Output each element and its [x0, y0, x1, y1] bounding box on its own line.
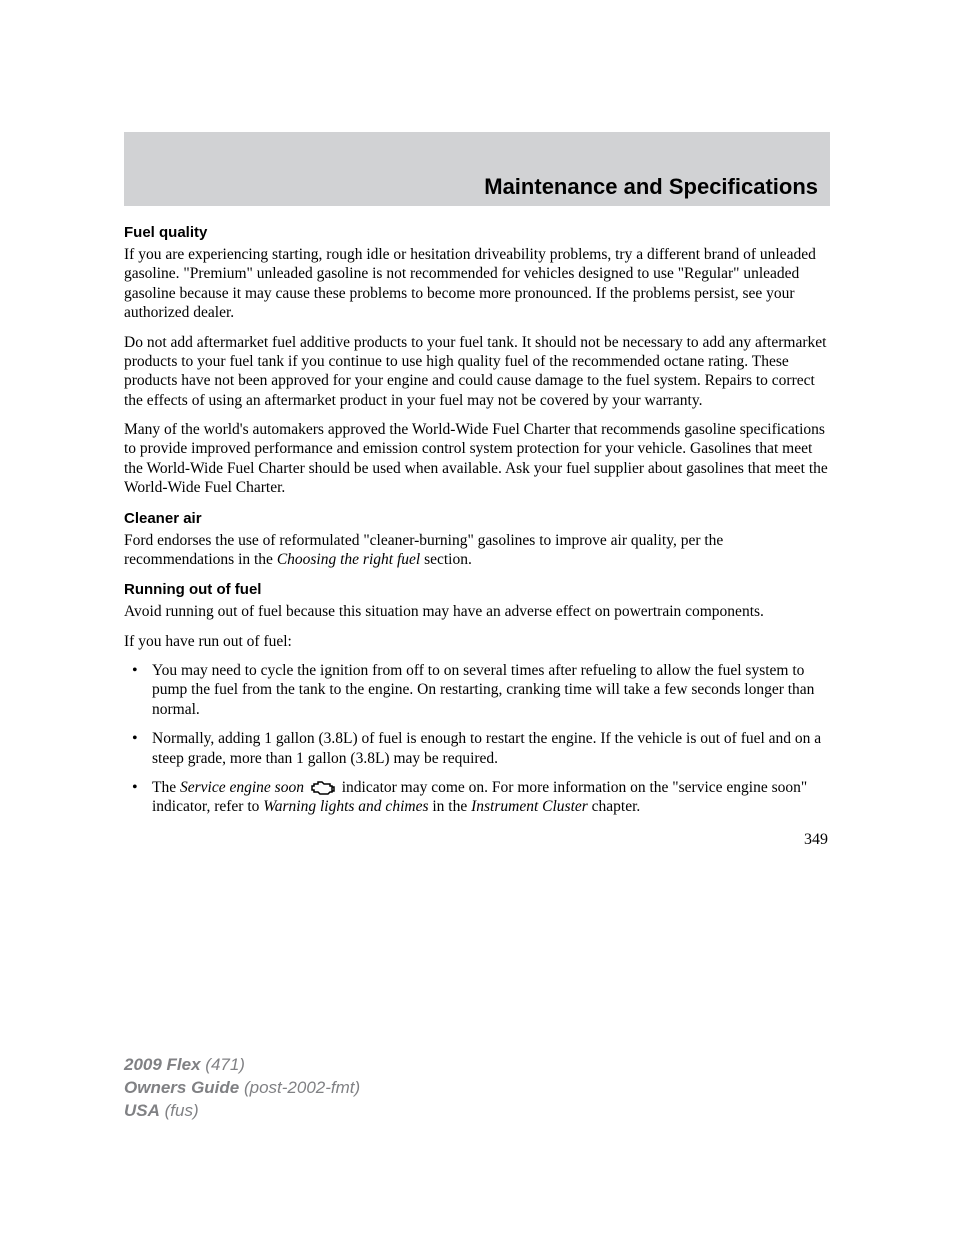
page-title: Maintenance and Specifications — [484, 174, 818, 200]
text-italic: Warning lights and chimes — [263, 798, 428, 815]
para-fuel-quality-3: Many of the world's automakers approved … — [124, 420, 830, 498]
footer-line-2: Owners Guide (post-2002-fmt) — [124, 1077, 360, 1100]
heading-fuel-quality: Fuel quality — [124, 224, 830, 241]
header-banner: Maintenance and Specifications — [124, 132, 830, 206]
para-fuel-quality-1: If you are experiencing starting, rough … — [124, 245, 830, 323]
footer-bold: USA — [124, 1101, 160, 1120]
text: The — [152, 779, 180, 796]
section-cleaner-air: Cleaner air Ford endorses the use of ref… — [124, 510, 830, 570]
section-fuel-quality: Fuel quality If you are experiencing sta… — [124, 224, 830, 498]
text: in the — [428, 798, 471, 815]
bullet-list-running-out: You may need to cycle the ignition from … — [124, 661, 830, 817]
heading-running-out: Running out of fuel — [124, 581, 830, 598]
para-running-out-2: If you have run out of fuel: — [124, 632, 830, 651]
para-cleaner-air: Ford endorses the use of reformulated "c… — [124, 531, 830, 570]
footer-line-1: 2009 Flex (471) — [124, 1054, 360, 1077]
text-italic: Choosing the right fuel — [277, 551, 420, 568]
footer-line-3: USA (fus) — [124, 1100, 360, 1123]
footer-bold: 2009 Flex — [124, 1055, 201, 1074]
footer-bold: Owners Guide — [124, 1078, 239, 1097]
footer-text: (fus) — [160, 1101, 199, 1120]
para-running-out-1: Avoid running out of fuel because this s… — [124, 602, 830, 621]
footer: 2009 Flex (471) Owners Guide (post-2002-… — [124, 1054, 360, 1123]
section-running-out: Running out of fuel Avoid running out of… — [124, 581, 830, 816]
heading-cleaner-air: Cleaner air — [124, 510, 830, 527]
page-number: 349 — [124, 831, 830, 849]
para-fuel-quality-2: Do not add aftermarket fuel additive pro… — [124, 333, 830, 411]
text-italic: Instrument Cluster — [471, 798, 588, 815]
list-item: You may need to cycle the ignition from … — [144, 661, 830, 719]
footer-text: (471) — [201, 1055, 245, 1074]
engine-icon — [310, 780, 336, 796]
text-italic: Service engine soon — [180, 779, 304, 796]
footer-text: (post-2002-fmt) — [239, 1078, 360, 1097]
list-item: The Service engine soon indicator may co… — [144, 778, 830, 817]
page-content: Maintenance and Specifications Fuel qual… — [0, 0, 954, 849]
text: section. — [420, 551, 472, 568]
list-item: Normally, adding 1 gallon (3.8L) of fuel… — [144, 729, 830, 768]
text: chapter. — [588, 798, 641, 815]
